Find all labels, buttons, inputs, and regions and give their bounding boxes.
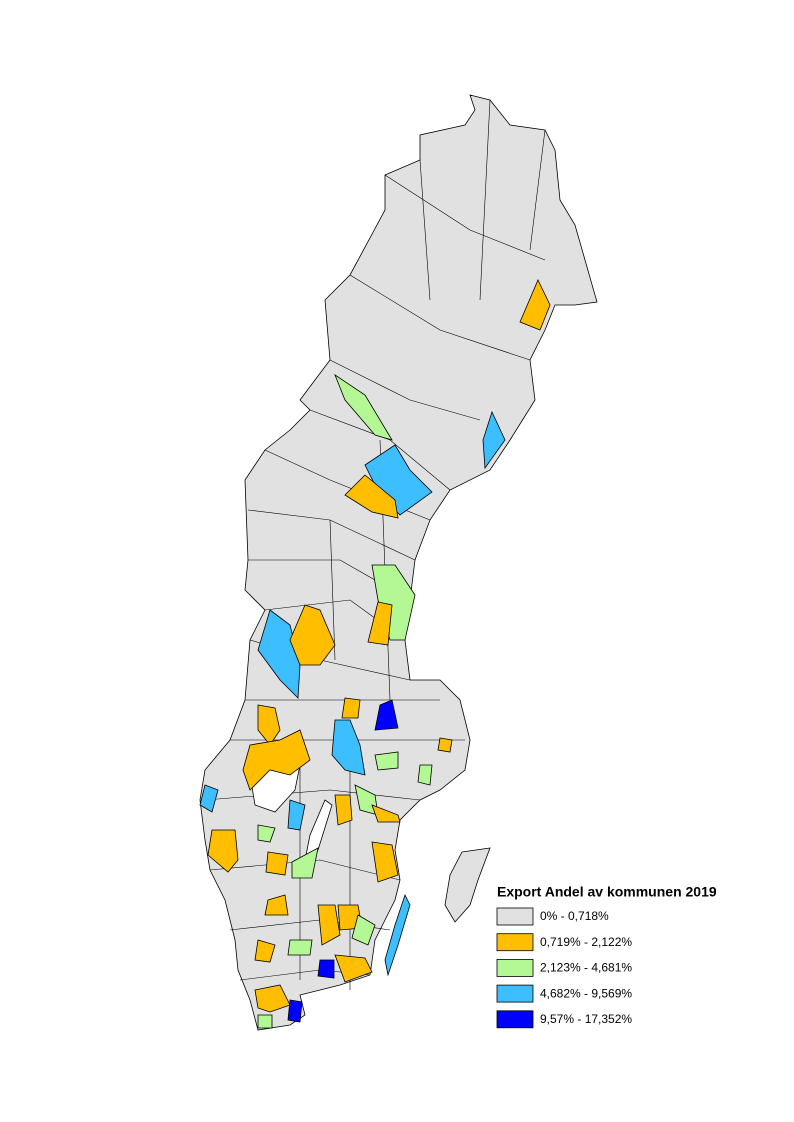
region bbox=[334, 373, 393, 441]
oland bbox=[384, 893, 411, 977]
region bbox=[341, 697, 361, 719]
country bbox=[199, 94, 598, 1031]
legend-label: 2,123% - 4,681% bbox=[540, 961, 632, 975]
region bbox=[254, 939, 276, 963]
legend-swatch bbox=[496, 959, 534, 977]
region bbox=[207, 829, 239, 873]
region bbox=[334, 954, 373, 983]
legend-label: 0,719% - 2,122% bbox=[540, 935, 632, 949]
region bbox=[287, 999, 303, 1023]
region bbox=[257, 824, 276, 843]
region bbox=[371, 564, 416, 641]
legend: 0% - 0,718% 0,719% - 2,122% 2,123% - 4,681… bbox=[496, 907, 632, 1029]
legend-swatch bbox=[496, 907, 534, 926]
region bbox=[289, 604, 336, 666]
region bbox=[257, 704, 281, 746]
region bbox=[371, 841, 399, 883]
region bbox=[417, 764, 433, 786]
region bbox=[254, 984, 291, 1013]
sweden-mainland bbox=[199, 94, 598, 1031]
region bbox=[199, 784, 219, 813]
region bbox=[291, 847, 319, 879]
region bbox=[257, 609, 301, 699]
legend-swatch bbox=[496, 984, 534, 1003]
region bbox=[344, 474, 399, 519]
legend-swatch bbox=[496, 1010, 534, 1029]
legend-label: 9,57% - 17,352% bbox=[540, 1012, 632, 1026]
region bbox=[242, 729, 311, 791]
legend-swatch bbox=[496, 933, 534, 952]
region bbox=[374, 699, 399, 731]
region bbox=[519, 279, 551, 331]
region bbox=[264, 894, 289, 916]
region bbox=[317, 959, 335, 979]
legend-label: 0% - 0,718% bbox=[540, 909, 609, 923]
region bbox=[287, 939, 313, 956]
legend-title: Export Andel av kommunen 2019 bbox=[497, 884, 717, 900]
region bbox=[374, 751, 399, 771]
region bbox=[334, 794, 353, 826]
region bbox=[265, 851, 289, 876]
gotland bbox=[444, 847, 491, 923]
legend-label: 4,682% - 9,569% bbox=[540, 986, 632, 1000]
region bbox=[482, 410, 506, 470]
region bbox=[367, 601, 393, 646]
region bbox=[371, 804, 401, 823]
region bbox=[331, 719, 366, 776]
region bbox=[351, 914, 376, 946]
region bbox=[437, 737, 453, 753]
region bbox=[257, 1014, 273, 1029]
region bbox=[317, 904, 341, 946]
region bbox=[287, 799, 306, 831]
